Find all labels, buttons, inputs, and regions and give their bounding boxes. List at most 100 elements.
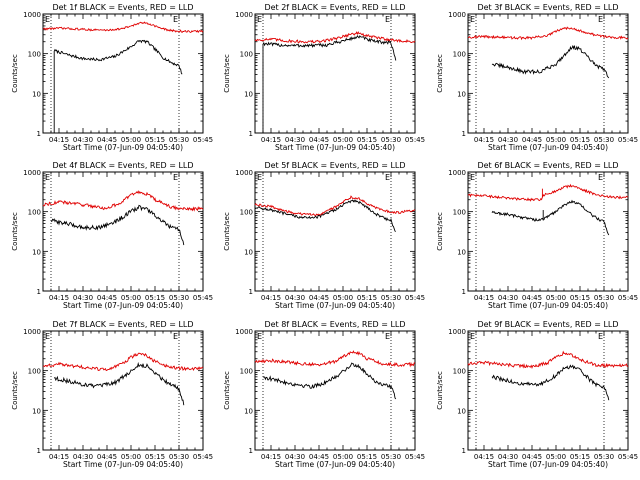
x-axis-label: Start Time (07-Jun-09 04:05:40) — [63, 143, 183, 152]
chart-panel-2: Det 2f BLACK = Events, RED = LLD 1 10 100 10… — [223, 3, 425, 152]
x-tick-label: 04:15 — [474, 294, 494, 302]
y-axis-label: Counts/sec — [436, 371, 444, 410]
lld-series-line — [467, 183, 629, 202]
y-tick-label: 10 — [32, 248, 41, 256]
chart-panel-8: Det 8f BLACK = Events, RED = LLD 1 10 100 10… — [223, 320, 425, 469]
event-marker-label: E — [45, 332, 50, 341]
x-tick-label: 05:00 — [121, 136, 141, 144]
x-tick-label: 04:45 — [97, 136, 117, 144]
y-axis-label: Counts/sec — [436, 54, 444, 93]
x-axis-label: Start Time (07-Jun-09 04:05:40) — [488, 301, 608, 310]
x-tick-label: 05:15 — [357, 294, 377, 302]
plot-frame — [467, 330, 629, 451]
y-tick-label: 10 — [32, 407, 41, 415]
x-tick-label: 04:15 — [49, 453, 69, 461]
x-tick-label: 05:00 — [121, 453, 141, 461]
x-tick-label: 04:15 — [49, 294, 69, 302]
x-axis-label: Start Time (07-Jun-09 04:05:40) — [488, 460, 608, 469]
x-tick-label: 05:00 — [546, 136, 566, 144]
y-tick-label: 10 — [32, 90, 41, 98]
x-tick-label: 05:00 — [546, 453, 566, 461]
lld-series-line — [42, 21, 204, 34]
x-tick-label: 05:15 — [357, 453, 377, 461]
x-tick-label: 05:15 — [357, 136, 377, 144]
x-tick-label: 04:45 — [522, 453, 542, 461]
x-tick-label: 04:30 — [498, 294, 518, 302]
y-tick-label: 1000 — [448, 11, 466, 19]
x-tick-label: 04:45 — [522, 136, 542, 144]
plot-frame — [254, 13, 416, 134]
x-tick-label: 05:30 — [594, 136, 614, 144]
x-tick-label: 05:15 — [145, 294, 165, 302]
lld-series-line — [467, 350, 629, 369]
x-tick-label: 04:30 — [498, 136, 518, 144]
y-tick-label: 100 — [240, 51, 253, 59]
x-tick-label: 05:30 — [594, 294, 614, 302]
y-tick-label: 10 — [457, 407, 466, 415]
y-tick-label: 1 — [462, 130, 466, 138]
x-tick-label: 04:45 — [522, 294, 542, 302]
x-axis-label: Start Time (07-Jun-09 04:05:40) — [488, 143, 608, 152]
events-series-line — [491, 364, 610, 401]
event-marker-label: E — [173, 15, 178, 24]
event-marker-label: E — [173, 173, 178, 182]
chart-title: Det 4f BLACK = Events, RED = LLD — [52, 161, 193, 170]
chart-title: Det 1f BLACK = Events, RED = LLD — [52, 3, 193, 12]
event-marker-label: E — [470, 173, 475, 182]
x-tick-label: 04:45 — [97, 294, 117, 302]
x-tick-label: 04:15 — [474, 453, 494, 461]
event-marker-label: E — [257, 332, 262, 341]
events-series-line — [53, 361, 185, 406]
chart-panel-1: Det 1f BLACK = Events, RED = LLD 1 10 100 10… — [11, 3, 213, 152]
plot-frame — [42, 330, 204, 451]
y-tick-label: 1000 — [23, 169, 41, 177]
x-tick-label: 05:45 — [193, 453, 213, 461]
y-axis-label: Counts/sec — [11, 371, 19, 410]
plot-frame — [467, 171, 629, 292]
event-marker-label: E — [257, 173, 262, 182]
y-tick-label: 100 — [240, 368, 253, 376]
lld-series-line — [42, 352, 204, 372]
events-series-line — [491, 44, 610, 79]
y-tick-label: 10 — [457, 90, 466, 98]
chart-panel-5: Det 5f BLACK = Events, RED = LLD 1 10 100 10… — [223, 161, 425, 310]
chart-title: Det 6f BLACK = Events, RED = LLD — [477, 161, 618, 170]
x-tick-label: 04:15 — [49, 136, 69, 144]
event-marker-label: E — [470, 15, 475, 24]
x-axis-label: Start Time (07-Jun-09 04:05:40) — [275, 143, 395, 152]
x-tick-label: 05:30 — [381, 453, 401, 461]
x-tick-label: 05:30 — [381, 294, 401, 302]
event-marker-label: E — [598, 15, 603, 24]
events-series-line — [262, 362, 397, 400]
y-tick-label: 1000 — [448, 328, 466, 336]
y-tick-label: 1 — [37, 288, 41, 296]
plot-frame — [42, 171, 204, 292]
y-tick-label: 100 — [28, 368, 41, 376]
chart-panel-6: Det 6f BLACK = Events, RED = LLD 1 10 100 10… — [436, 161, 638, 310]
x-tick-label: 04:30 — [285, 453, 305, 461]
event-marker-label: E — [598, 332, 603, 341]
chart-panel-7: Det 7f BLACK = Events, RED = LLD 1 10 100 10… — [11, 320, 213, 469]
x-tick-label: 04:15 — [261, 453, 281, 461]
y-tick-label: 1000 — [235, 169, 253, 177]
chart-panel-3: Det 3f BLACK = Events, RED = LLD 1 10 100 10… — [436, 3, 638, 152]
lld-series-line — [254, 350, 416, 368]
y-tick-label: 1 — [249, 288, 253, 296]
x-axis-label: Start Time (07-Jun-09 04:05:40) — [63, 460, 183, 469]
x-tick-label: 05:45 — [193, 136, 213, 144]
x-tick-label: 04:45 — [309, 294, 329, 302]
y-tick-label: 10 — [244, 90, 253, 98]
y-tick-label: 1 — [37, 130, 41, 138]
y-axis-label: Counts/sec — [223, 212, 231, 251]
x-tick-label: 05:30 — [169, 453, 189, 461]
event-marker-label: E — [385, 173, 390, 182]
x-tick-label: 05:45 — [405, 136, 425, 144]
events-series-line — [53, 39, 183, 133]
x-axis-label: Start Time (07-Jun-09 04:05:40) — [63, 301, 183, 310]
plot-frame — [254, 171, 416, 292]
y-tick-label: 10 — [244, 407, 253, 415]
y-axis-label: Counts/sec — [11, 212, 19, 251]
x-tick-label: 05:30 — [169, 294, 189, 302]
x-tick-label: 05:45 — [618, 294, 638, 302]
